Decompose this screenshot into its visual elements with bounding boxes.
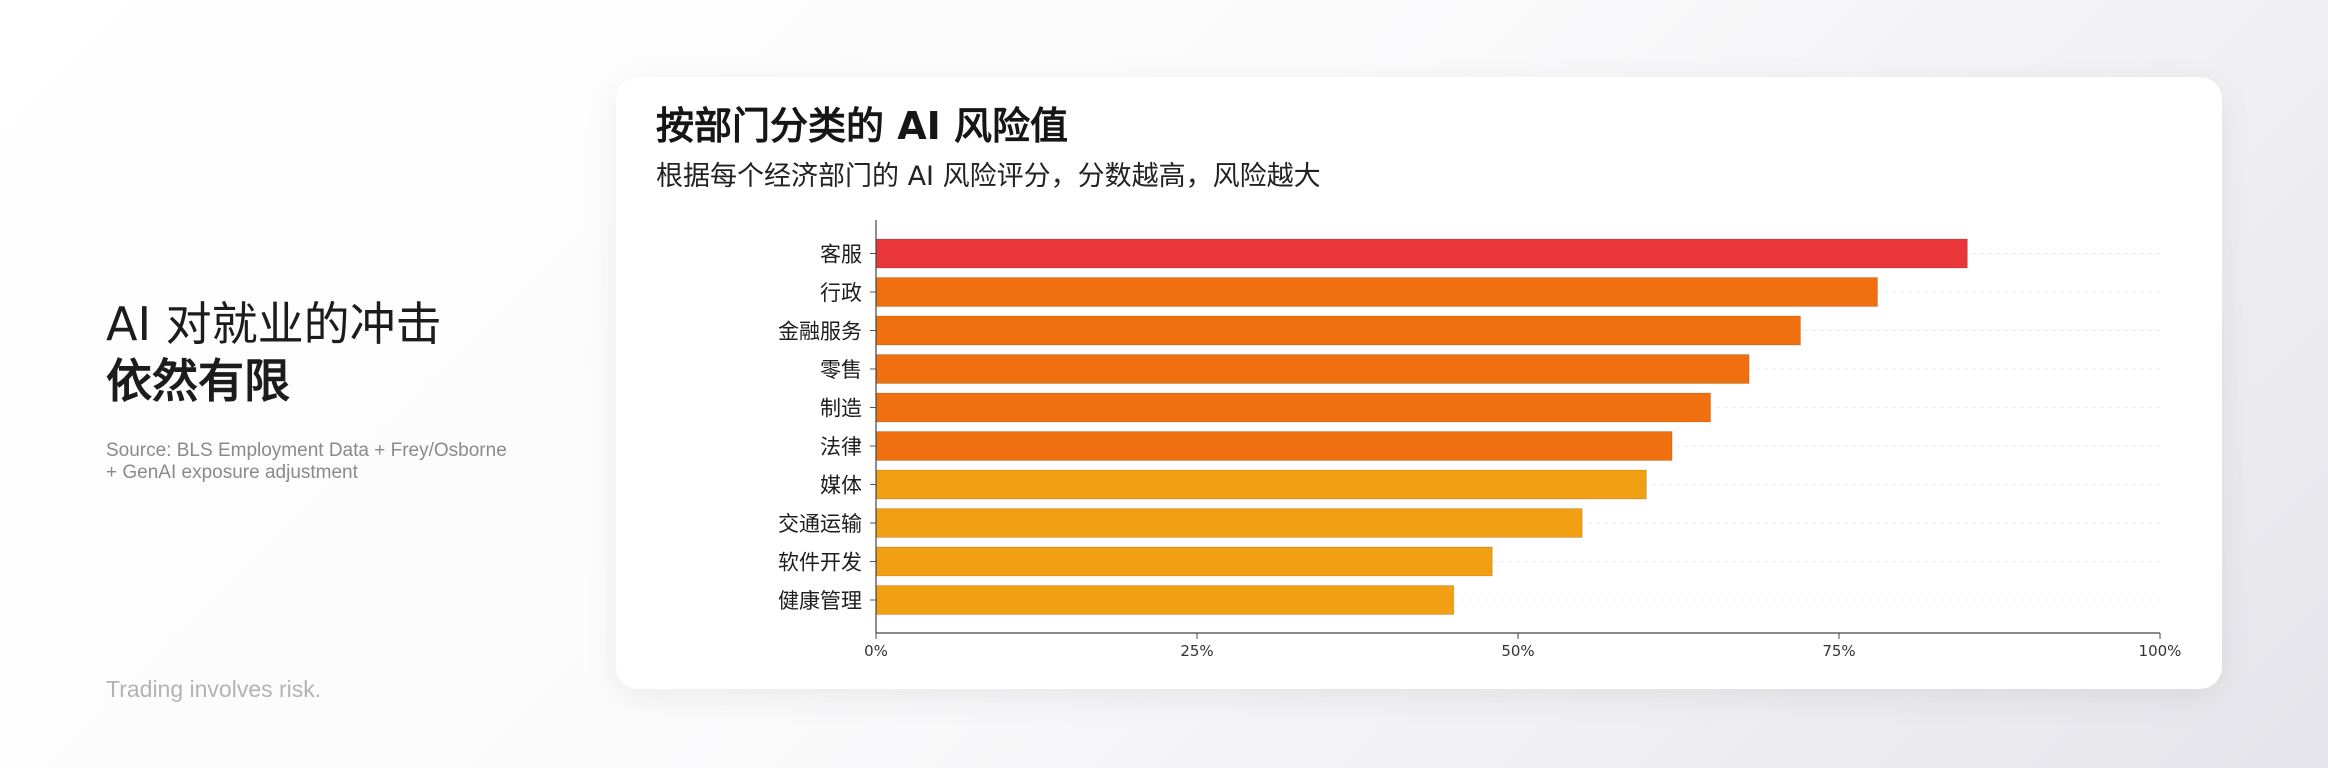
category-label: 金融服务 [778,320,862,344]
left-panel: AI 对就业的冲击 依然有限 Source: BLS Employment Da… [106,0,566,768]
category-label: 零售 [820,358,862,382]
x-tick-label: 75% [1822,642,1855,660]
bar-1 [875,238,1968,269]
x-tick-label: 50% [1501,642,1534,660]
category-label: 客服 [820,243,862,267]
bar-3 [875,315,1801,346]
headline-line-2: 依然有限 [106,354,290,408]
source-line-2: + GenAI exposure adjustment [106,462,358,483]
bar-2 [875,277,1879,307]
x-tick-label: 0% [864,642,888,660]
category-label: 健康管理 [778,589,862,613]
bar-7 [875,469,1647,500]
x-tick-label: 25% [1180,642,1213,660]
disclaimer: Trading involves risk. [106,676,322,702]
chart-card: 按部门分类的 AI 风险值 根据每个经济部门的 AI 风险评分，分数越高，风险越… [616,77,2222,689]
bar-6 [875,431,1673,461]
bar-9 [875,546,1493,577]
category-label: 媒体 [820,474,862,498]
bar-10 [875,585,1455,615]
category-label: 行政 [820,281,862,305]
bar-5 [875,392,1712,423]
x-tick-label: 100% [2139,642,2182,660]
source-note: Source: BLS Employment Data + Frey/Osbor… [106,440,546,484]
category-label: 法律 [820,435,862,459]
bar-4 [875,354,1750,384]
category-label: 制造 [820,397,862,421]
chart-subtitle: 根据每个经济部门的 AI 风险评分，分数越高，风险越大 [656,161,1321,192]
category-label: 软件开发 [778,551,862,575]
bar-8 [875,508,1583,538]
headline-line-1: AI 对就业的冲击 [106,297,442,351]
headline: AI 对就业的冲击 依然有限 [106,296,566,410]
chart-title: 按部门分类的 AI 风险值 [656,104,1069,148]
category-label: 交通运输 [778,512,862,536]
source-line-1: Source: BLS Employment Data + Frey/Osbor… [106,440,507,461]
